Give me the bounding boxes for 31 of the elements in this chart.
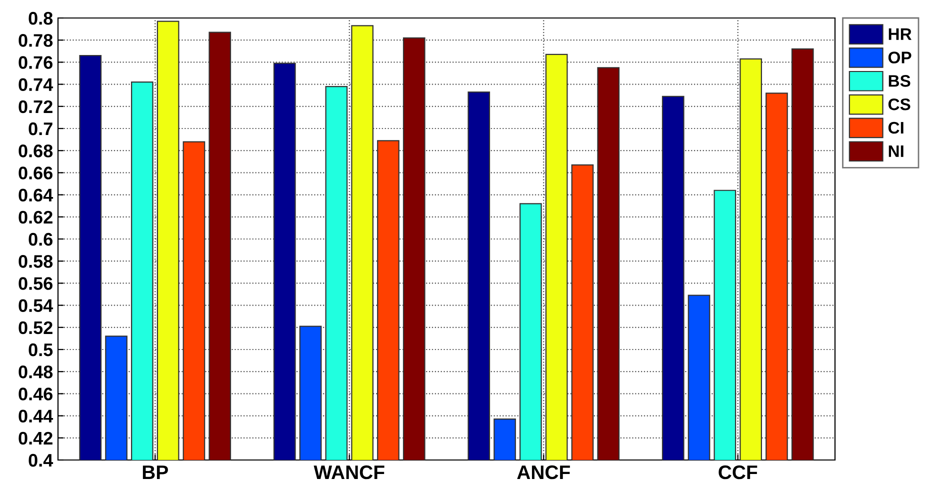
y-tick-label: 0.48 — [18, 366, 53, 378]
legend-label: OP — [888, 52, 912, 64]
y-tick-label: 0.76 — [18, 56, 52, 69]
y-tick-label: 0.4 — [28, 454, 54, 467]
y-tick-label: 0.74 — [18, 78, 54, 92]
y-tick-label: 0.64 — [18, 188, 54, 202]
y-tick-label: 0.5 — [28, 343, 53, 356]
x-tick-label: CCF — [718, 465, 758, 480]
y-tick-label: 0.52 — [18, 321, 52, 334]
y-tick-label: 0.62 — [18, 210, 52, 224]
y-tick-label: 0.56 — [18, 277, 52, 290]
x-tick-label: ANCF — [517, 465, 570, 480]
y-tick-label: 0.78 — [18, 34, 53, 47]
y-tick-label: 0.42 — [18, 432, 52, 445]
y-tick-label: 0.66 — [18, 166, 52, 180]
y-tick-label: 0.54 — [18, 299, 54, 312]
y-tick-label: 0.58 — [18, 255, 53, 268]
y-tick-label: 0.72 — [18, 100, 52, 114]
y-tick-label: 0.68 — [18, 144, 53, 158]
legend-label: CI — [888, 122, 904, 134]
x-tick-label: WANCF — [314, 465, 384, 480]
y-tick-label: 0.44 — [18, 410, 54, 423]
y-tick-label: 0.46 — [18, 388, 52, 400]
legend-label: HR — [888, 28, 912, 40]
legend-label: NI — [888, 145, 904, 157]
legend-label: CS — [888, 98, 910, 110]
y-tick-label: 0.6 — [28, 232, 52, 246]
y-tick-label: 0.7 — [28, 122, 52, 136]
y-tick-label: 0.8 — [28, 12, 53, 25]
x-tick-label: BP — [142, 466, 168, 479]
legend-label: BS — [888, 75, 910, 87]
